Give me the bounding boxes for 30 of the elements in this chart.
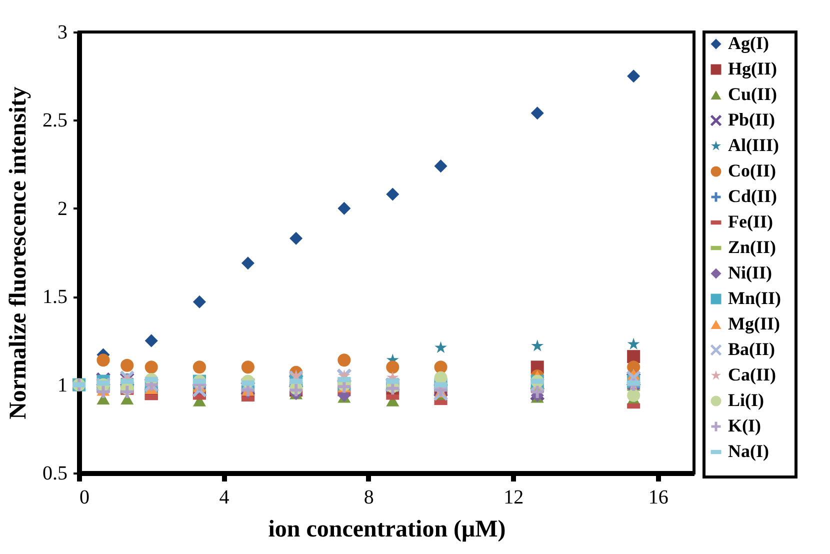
legend-label: Al(III) <box>728 135 780 155</box>
y-tick-label: 3 <box>58 22 68 44</box>
legend-label: Co(II) <box>728 160 776 180</box>
y-tick-label: 1 <box>58 374 68 396</box>
legend-label: Ba(II) <box>728 339 776 359</box>
legend-label: Ni(II) <box>728 262 772 282</box>
y-axis-title: Normalize fluorescence intensity <box>6 86 32 420</box>
legend-label: Cu(II) <box>728 84 778 104</box>
x-tick-label: 12 <box>504 486 524 508</box>
legend-label: Ca(II) <box>728 364 776 384</box>
y-tick-label: 0.5 <box>42 462 68 484</box>
y-tick-label: 2.5 <box>42 110 68 132</box>
legend-label: Li(I) <box>728 390 764 410</box>
legend-label: Hg(II) <box>728 58 778 78</box>
x-tick-label: 16 <box>648 486 668 508</box>
legend-label: Mn(II) <box>728 288 782 308</box>
x-tick-label: 4 <box>219 486 230 508</box>
y-tick-label: 1.5 <box>42 286 68 308</box>
x-tick-label: 0 <box>80 486 90 508</box>
y-tick-label: 2 <box>58 198 68 220</box>
legend-label: Cd(II) <box>728 186 778 206</box>
x-axis-title: ion concentration (μM) <box>268 516 506 542</box>
x-tick-label: 8 <box>364 486 374 508</box>
legend-label: Pb(II) <box>728 110 776 130</box>
legend-label: Ag(I) <box>728 33 769 53</box>
legend-label: Mg(II) <box>728 314 780 334</box>
legend-label: Fe(II) <box>728 212 773 232</box>
legend-label: Zn(II) <box>728 237 776 257</box>
legend-label: Na(I) <box>728 441 769 461</box>
legend-label: K(I) <box>728 416 761 436</box>
